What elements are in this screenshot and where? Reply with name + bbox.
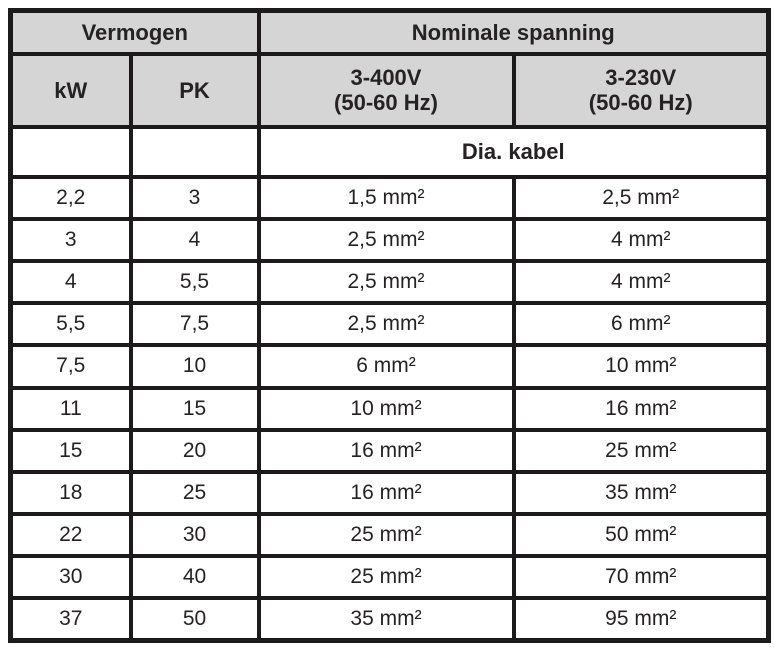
cell-kw: 30 xyxy=(8,554,133,601)
cell-230v: 2,5 mm² xyxy=(511,174,771,222)
cell-pk: 15 xyxy=(128,385,261,432)
cell-230v: 4 mm² xyxy=(511,259,771,306)
cell-kw: 4 xyxy=(8,259,133,306)
cell-230v: 4 mm² xyxy=(511,217,771,264)
table-row: 7,5 10 6 mm² 10 mm² xyxy=(8,343,771,390)
cell-pk: 7,5 xyxy=(128,301,261,348)
cell-400v: 16 mm² xyxy=(256,469,516,517)
cell-pk: 3 xyxy=(128,174,261,222)
sub-header-dia-kabel: Dia. kabel xyxy=(256,125,771,179)
cell-400v: 25 mm² xyxy=(256,554,516,601)
table-row: 5,5 7,5 2,5 mm² 6 mm² xyxy=(8,301,771,348)
cell-400v: 25 mm² xyxy=(256,512,516,559)
col-header-3-400v-voltage: 3-400V xyxy=(350,65,422,91)
cell-pk: 25 xyxy=(128,469,261,517)
cell-230v: 10 mm² xyxy=(511,343,771,390)
cell-400v: 10 mm² xyxy=(256,385,516,432)
cell-400v: 1,5 mm² xyxy=(256,174,516,222)
table-row: 2,2 3 1,5 mm² 2,5 mm² xyxy=(8,174,771,222)
cell-400v: 2,5 mm² xyxy=(256,259,516,306)
cell-230v: 70 mm² xyxy=(511,554,771,601)
cell-pk: 4 xyxy=(128,217,261,264)
table-row: 18 25 16 mm² 35 mm² xyxy=(8,469,771,517)
cell-pk: 10 xyxy=(128,343,261,390)
header-nominale-spanning: Nominale spanning xyxy=(256,8,771,56)
cell-400v: 6 mm² xyxy=(256,343,516,390)
table-row: 22 30 25 mm² 50 mm² xyxy=(8,512,771,559)
table-row: 4 5,5 2,5 mm² 4 mm² xyxy=(8,259,771,306)
cell-pk: 30 xyxy=(128,512,261,559)
table-row: 11 15 10 mm² 16 mm² xyxy=(8,385,771,432)
col-header-3-400v-frequency: (50-60 Hz) xyxy=(334,90,438,116)
cell-kw: 5,5 xyxy=(8,301,133,348)
cell-230v: 6 mm² xyxy=(511,301,771,348)
sub-header-row: Dia. kabel xyxy=(8,125,771,179)
col-header-3-400v: 3-400V (50-60 Hz) xyxy=(256,51,516,130)
cell-400v: 2,5 mm² xyxy=(256,217,516,264)
cell-pk: 40 xyxy=(128,554,261,601)
cell-kw: 18 xyxy=(8,469,133,517)
cell-kw: 2,2 xyxy=(8,174,133,222)
col-header-3-230v: 3-230V (50-60 Hz) xyxy=(511,51,771,130)
table-row: 15 20 16 mm² 25 mm² xyxy=(8,427,771,474)
cable-spec-table: Vermogen Nominale spanning kW PK 3-400V … xyxy=(8,8,772,643)
cell-kw: 7,5 xyxy=(8,343,133,390)
cell-pk: 20 xyxy=(128,427,261,474)
table-row: 30 40 25 mm² 70 mm² xyxy=(8,554,771,601)
empty-cell-kw xyxy=(8,125,133,179)
cell-230v: 95 mm² xyxy=(511,596,771,643)
cell-kw: 37 xyxy=(8,596,133,643)
empty-cell-pk xyxy=(128,125,261,179)
column-header-row: kW PK 3-400V (50-60 Hz) 3-230V (50-60 Hz… xyxy=(8,51,771,130)
col-header-pk: PK xyxy=(128,51,261,130)
table-row: 3 4 2,5 mm² 4 mm² xyxy=(8,217,771,264)
cell-kw: 22 xyxy=(8,512,133,559)
cell-230v: 35 mm² xyxy=(511,469,771,517)
cell-400v: 35 mm² xyxy=(256,596,516,643)
col-header-3-230v-frequency: (50-60 Hz) xyxy=(588,90,693,116)
cell-400v: 16 mm² xyxy=(256,427,516,474)
cell-400v: 2,5 mm² xyxy=(256,301,516,348)
header-vermogen: Vermogen xyxy=(8,8,261,56)
group-header-row: Vermogen Nominale spanning xyxy=(8,8,771,56)
cell-kw: 15 xyxy=(8,427,133,474)
cell-kw: 3 xyxy=(8,217,133,264)
cell-230v: 16 mm² xyxy=(511,385,771,432)
col-header-kw: kW xyxy=(8,51,133,130)
cell-230v: 50 mm² xyxy=(511,512,771,559)
cell-230v: 25 mm² xyxy=(511,427,771,474)
col-header-3-230v-voltage: 3-230V xyxy=(605,65,677,91)
cell-pk: 50 xyxy=(128,596,261,643)
cell-pk: 5,5 xyxy=(128,259,261,306)
cell-kw: 11 xyxy=(8,385,133,432)
table-row: 37 50 35 mm² 95 mm² xyxy=(8,596,771,643)
